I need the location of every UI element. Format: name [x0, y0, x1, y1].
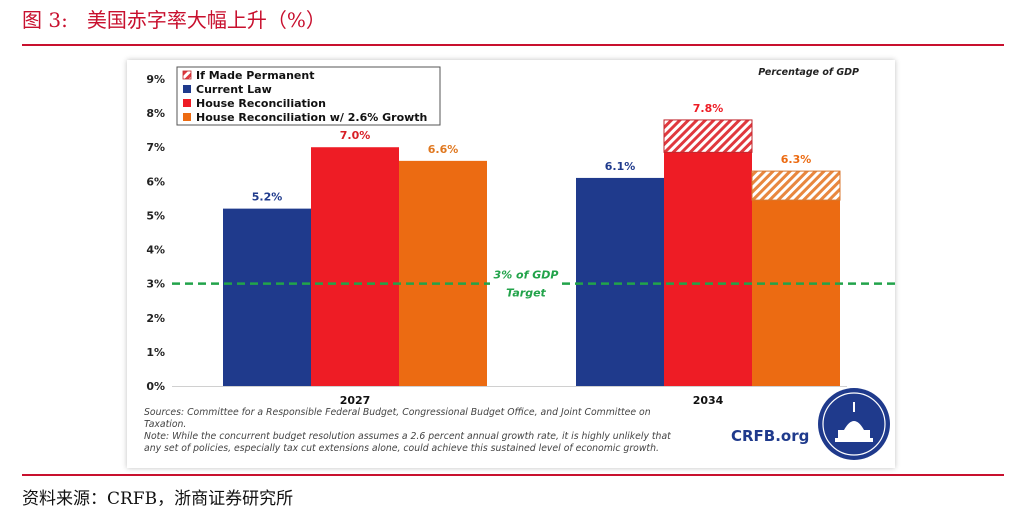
- logo-text: CRFB.org: [731, 427, 809, 445]
- legend-box: [176, 66, 441, 126]
- capitol-seal-ring: [822, 392, 886, 456]
- data-label: 7.0%: [340, 129, 371, 142]
- data-label: 7.8%: [693, 102, 724, 115]
- bar-permanent-2034-house-reconciliation: [663, 119, 753, 153]
- deficit-bar-chart: 0% 1% 2% 3% 4% 5% 6% 7% 8% 9% 5.2% 7.0% 6.6% 2027 6.1…: [144, 66, 895, 460]
- figure-source: 资料来源：CRFB，浙商证券研究所: [22, 489, 294, 509]
- target-label-background: [490, 266, 562, 303]
- legend-label: Current Law: [196, 83, 272, 96]
- y-tick-label: 1%: [146, 346, 165, 359]
- y-tick-label: 6%: [146, 175, 165, 188]
- y-tick-label: 2%: [146, 312, 165, 325]
- x-tick-label: 2027: [340, 394, 371, 407]
- y-tick-label: 4%: [146, 244, 165, 257]
- capitol-dome-icon: [835, 402, 873, 442]
- legend-swatch: [182, 70, 192, 80]
- legend-swatch: [183, 113, 191, 121]
- figure-title: 图 3: 美国赤字率大幅上升（%）: [22, 8, 326, 32]
- y-tick-label: 8%: [146, 107, 165, 120]
- legend-swatch: [183, 99, 191, 107]
- data-label: 6.6%: [428, 143, 459, 156]
- target-label: 3% of GDP: [494, 269, 559, 282]
- bar-2034-house-reconciliation: [664, 152, 752, 386]
- footnote-line: Taxation.: [144, 419, 186, 430]
- footnote-line: any set of policies, especially tax cut …: [144, 443, 659, 454]
- data-label: 6.1%: [605, 160, 636, 173]
- y-tick-label: 9%: [146, 73, 165, 86]
- y-tick-label: 5%: [146, 209, 165, 222]
- bar-2027-current-law: [223, 208, 311, 386]
- y-tick-label: 7%: [146, 141, 165, 154]
- x-tick-label: 2034: [693, 394, 724, 407]
- target-label: Target: [506, 287, 546, 300]
- legend-label: If Made Permanent: [196, 69, 314, 82]
- bottom-rule: [22, 474, 1004, 476]
- y-tick-label: 3%: [146, 278, 165, 291]
- bar-2027-house-reconciliation-w-2-6-growth: [399, 160, 487, 386]
- bar-2027-house-reconciliation: [311, 147, 399, 386]
- y-tick-label: 0%: [146, 380, 165, 393]
- bar-permanent-2034-house-reconciliation-w-2-6-growth: [751, 170, 841, 201]
- footnote-line: Note: While the concurrent budget resolu…: [144, 431, 671, 442]
- bar-2034-house-reconciliation-w-2-6-growth: [752, 200, 840, 386]
- legend-label: House Reconciliation w/ 2.6% Growth: [196, 111, 427, 124]
- legend-swatch: [183, 85, 191, 93]
- data-label: 5.2%: [252, 191, 283, 204]
- unit-label: Percentage of GDP: [758, 67, 859, 78]
- top-rule: [22, 44, 1004, 46]
- footnote-line: Sources: Committee for a Responsible Fed…: [144, 407, 651, 418]
- data-label: 6.3%: [781, 153, 812, 166]
- legend-label: House Reconciliation: [196, 97, 326, 110]
- bar-2034-current-law: [576, 177, 664, 386]
- chart-panel: 0% 1% 2% 3% 4% 5% 6% 7% 8% 9% 5.2% 7.0% 6.6% 2027 6.1…: [127, 60, 895, 468]
